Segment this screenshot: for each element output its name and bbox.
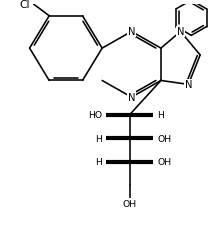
- Text: N: N: [177, 27, 184, 37]
- Text: OH: OH: [157, 134, 171, 143]
- Text: N: N: [128, 93, 135, 103]
- Text: Cl: Cl: [19, 0, 30, 10]
- Text: OH: OH: [157, 158, 171, 167]
- Text: H: H: [95, 134, 102, 143]
- Text: HO: HO: [88, 111, 102, 120]
- Text: H: H: [157, 111, 164, 120]
- Text: H: H: [95, 158, 102, 167]
- Text: OH: OH: [123, 199, 137, 208]
- Text: N: N: [185, 80, 192, 90]
- Text: N: N: [128, 27, 135, 37]
